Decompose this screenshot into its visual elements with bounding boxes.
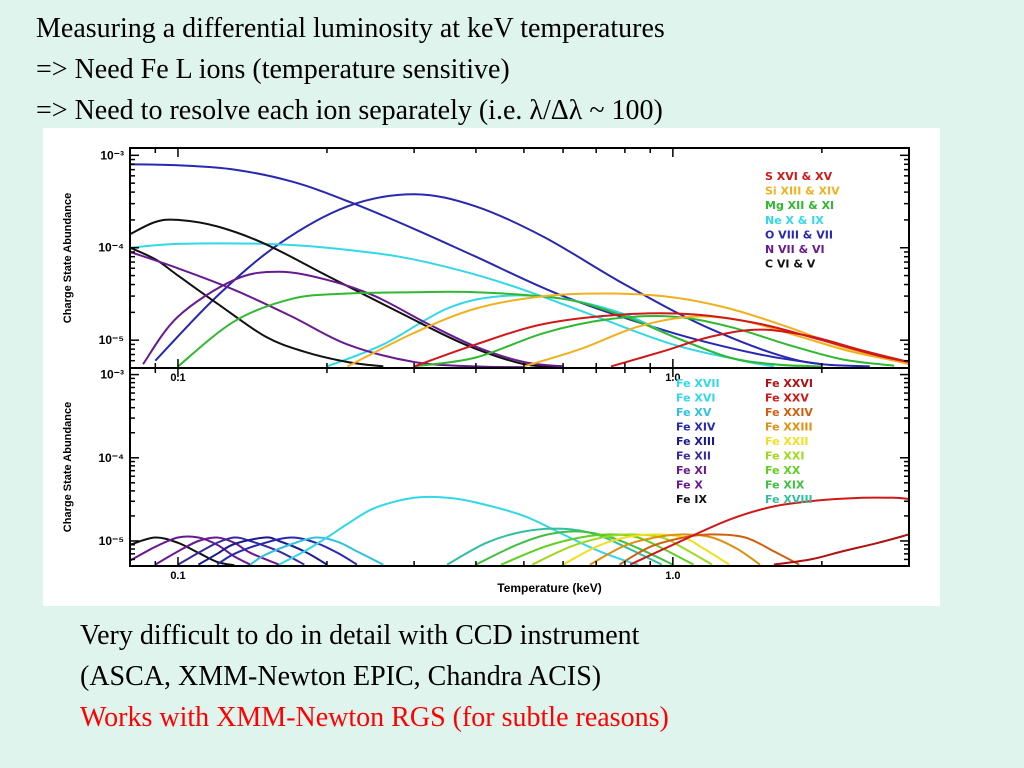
series-line-5 xyxy=(130,218,564,368)
series-line-3 xyxy=(130,242,800,368)
series-line-2 xyxy=(130,535,251,566)
legend-entry: Fe XVII xyxy=(676,377,720,390)
series-line-14 xyxy=(610,328,909,368)
y-tick-label: 10⁻⁴ xyxy=(98,241,124,255)
series-line-17 xyxy=(773,533,909,566)
x-tick-label: 1.0 xyxy=(665,372,680,384)
series-line-4 xyxy=(177,536,305,566)
series-line-2 xyxy=(154,193,870,368)
series-line-8 xyxy=(142,270,564,368)
series-line-8 xyxy=(278,495,639,566)
note-line-2: (ASCA, XMM-Newton EPIC, Chandra ACIS) xyxy=(80,661,602,692)
legend-entry: Fe XVI xyxy=(676,392,715,405)
y-tick-label: 10⁻⁵ xyxy=(99,534,124,548)
series-line-12 xyxy=(531,533,713,566)
title-line-2: => Need Fe L ions (temperature sensitive… xyxy=(36,54,510,85)
legend-entry: Fe XXII xyxy=(765,435,809,448)
y-axis-label: Charge State Abundance xyxy=(62,193,74,323)
legend-entry: N VII & VI xyxy=(765,243,825,256)
legend-entry: Fe X xyxy=(676,479,703,492)
series-line-13 xyxy=(562,533,730,566)
legend-entry: Fe XXVI xyxy=(765,377,813,390)
legend-entry: Ne X & IX xyxy=(765,214,824,227)
y-axis-label: Charge State Abundance xyxy=(62,402,74,532)
note-line-1: Very difficult to do in detail with CCD … xyxy=(80,620,640,651)
series-line-9 xyxy=(446,527,663,566)
series-line-6 xyxy=(216,536,358,566)
series-line-10 xyxy=(475,530,674,566)
legend-entry: Mg XII & XI xyxy=(765,199,834,212)
x-axis-label: Temperature (keV) xyxy=(497,581,601,595)
series-line-10 xyxy=(413,315,895,368)
legend-entry: Fe XXIII xyxy=(765,421,813,434)
x-tick-label: 1.0 xyxy=(665,570,680,582)
slide-notes: Very difficult to do in detail with CCD … xyxy=(80,615,669,738)
legend-entry: Fe XIII xyxy=(676,435,715,448)
legend-entry: S XVI & XV xyxy=(765,170,833,183)
series-line-7 xyxy=(249,536,384,566)
legend-entry: Fe XXIV xyxy=(765,406,813,419)
series-line-3 xyxy=(154,536,280,566)
legend-entry: Fe XV xyxy=(676,406,712,419)
x-tick-label: 0.1 xyxy=(170,372,185,384)
y-tick-label: 10⁻⁵ xyxy=(99,333,124,347)
legend-entry: Fe XXI xyxy=(765,450,804,463)
legend-entry: C VI & V xyxy=(765,258,816,271)
y-tick-label: 10⁻⁴ xyxy=(98,451,124,465)
chart-panel-1: 0.1 1.0 10⁻³ 10⁻⁴ 10⁻⁵ Charge State Abundance… xyxy=(62,147,910,384)
y-tick-label: 10⁻³ xyxy=(100,148,124,162)
ionization-balance-plots: 0.1 1.0 10⁻³ 10⁻⁴ 10⁻⁵ Charge State Abundance… xyxy=(62,147,910,595)
series-group xyxy=(130,495,909,566)
series-line-16 xyxy=(629,496,909,566)
legend-entry: Fe XIV xyxy=(676,421,716,434)
ionization-balance-figure: 0.1 1.0 10⁻³ 10⁻⁴ 10⁻⁵ Charge State Abundance… xyxy=(43,128,940,606)
series-line-7 xyxy=(130,251,524,368)
x-tick-label: 0.1 xyxy=(170,570,185,582)
series-group xyxy=(130,163,909,368)
series-line-15 xyxy=(618,533,800,566)
highlight-note: Works with XMM-Newton RGS (for subtle re… xyxy=(80,702,669,733)
legend-entry: Fe XII xyxy=(676,450,711,463)
series-line-11 xyxy=(500,533,694,566)
slide-title: Measuring a differential luminosity at k… xyxy=(36,8,665,131)
title-line-3: => Need to resolve each ion separately (… xyxy=(36,95,663,126)
legend-entry: Fe XVIII xyxy=(765,493,813,506)
series-line-9 xyxy=(177,290,822,368)
legend-entry: O VIII & VII xyxy=(765,228,833,241)
y-tick-label: 10⁻³ xyxy=(100,368,124,382)
legend-entry: Fe XXV xyxy=(765,392,809,405)
legend-entry: Si XIII & XIV xyxy=(765,185,840,198)
plot-frame xyxy=(129,367,910,567)
legend-entry: Fe XIX xyxy=(765,479,805,492)
series-line-14 xyxy=(589,533,761,566)
legend-entry: Fe XI xyxy=(676,464,707,477)
legend-entry: Fe XX xyxy=(765,464,801,477)
title-line-1: Measuring a differential luminosity at k… xyxy=(36,13,665,44)
chart-panel-2: 0.1 1.0 10⁻³ 10⁻⁴ 10⁻⁵ Charge State Abundance… xyxy=(62,367,910,595)
legend-entry: Fe IX xyxy=(676,493,707,506)
